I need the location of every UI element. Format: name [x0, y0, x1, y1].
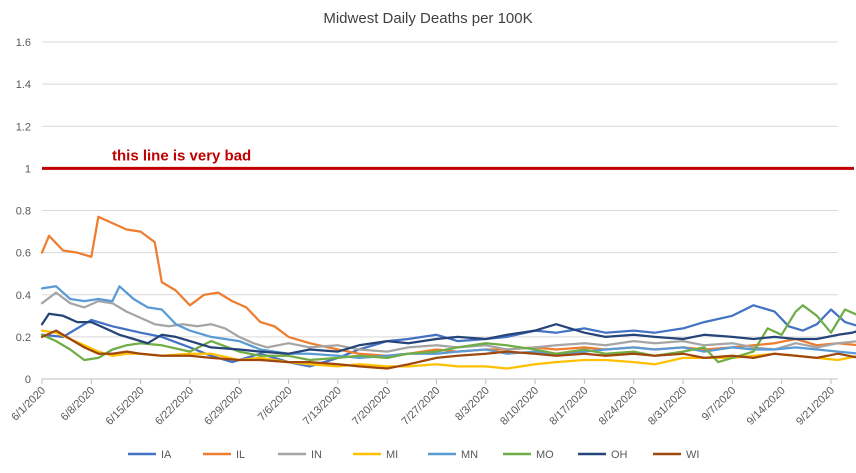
- series-line-wi: [40, 329, 856, 370]
- legend-label-mn: MN: [461, 449, 478, 461]
- legend-label-in: IN: [311, 449, 322, 461]
- chart-title: Midwest Daily Deaths per 100K: [323, 10, 532, 27]
- legend-label-ia: IA: [161, 449, 172, 461]
- gridlines: [42, 41, 838, 338]
- legend-label-mi: MI: [386, 449, 398, 461]
- x-tick-label: 6/1/2020: [9, 385, 48, 424]
- y-tick-label: 1.2: [16, 121, 31, 133]
- x-tick-label: 8/17/2020: [547, 385, 590, 428]
- y-tick-label: 0.4: [16, 290, 31, 302]
- x-tick-label: 8/24/2020: [597, 385, 640, 428]
- x-tick-label: 9/14/2020: [745, 385, 788, 428]
- y-tick-label: 0.8: [16, 206, 31, 218]
- x-tick-label: 6/8/2020: [59, 385, 98, 424]
- x-tick-label: 7/20/2020: [350, 385, 393, 428]
- x-tick-label: 6/15/2020: [104, 385, 147, 428]
- x-tick-label: 7/6/2020: [256, 385, 295, 424]
- y-tick-label: 0.2: [16, 332, 31, 344]
- x-tick-label: 9/7/2020: [700, 385, 739, 424]
- reference-line-label: this line is very bad: [112, 147, 251, 164]
- series-lines: [40, 215, 856, 370]
- y-tick-label: 0: [25, 374, 31, 386]
- x-tick-label: 8/3/2020: [453, 385, 492, 424]
- reference-line-group: this line is very bad: [42, 147, 854, 170]
- y-tick-label: 1.6: [16, 37, 31, 49]
- legend-label-il: IL: [236, 449, 245, 461]
- x-axis: 6/1/2020 6/8/2020 6/15/2020 6/22/2020 6/29/2…: [9, 378, 838, 428]
- y-tick-label: 1.4: [16, 79, 31, 91]
- legend-label-oh: OH: [611, 449, 628, 461]
- series-line-oh: [40, 312, 856, 355]
- legend-label-wi: WI: [686, 449, 699, 461]
- series-line-mo: [40, 304, 856, 364]
- y-tick-label: 1: [25, 163, 31, 175]
- x-tick-label: 7/27/2020: [400, 385, 443, 428]
- x-tick-label: 6/29/2020: [202, 385, 245, 428]
- legend: IA IL IN MI MN MO OH WI: [128, 449, 699, 461]
- series-line-in: [40, 291, 856, 353]
- y-tick-label: 0.6: [16, 248, 31, 260]
- y-axis: 0 0.2 0.4 0.6 0.8 1 1.2 1.4 1.6: [16, 37, 31, 386]
- x-tick-label: 9/21/2020: [794, 385, 837, 428]
- x-tick-label: 8/31/2020: [646, 385, 689, 428]
- x-tick-label: 8/10/2020: [498, 385, 541, 428]
- x-tick-label: 7/13/2020: [301, 385, 344, 428]
- legend-label-mo: MO: [536, 449, 554, 461]
- x-tick-label: 6/22/2020: [153, 385, 196, 428]
